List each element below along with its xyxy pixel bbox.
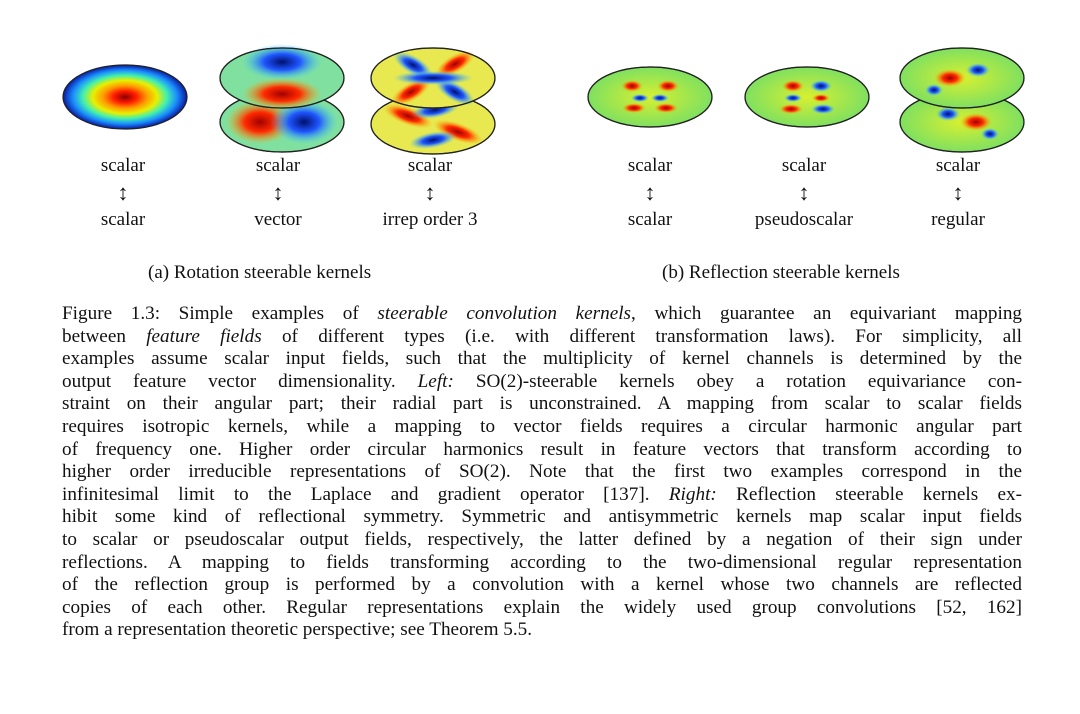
caption-line: between feature fields of different type… xyxy=(62,325,1022,347)
caption-line: requires isotropic kernels, while a mapp… xyxy=(62,415,1022,437)
input-type-label: scalar xyxy=(255,155,301,176)
output-type-label: scalar xyxy=(100,209,146,230)
input-type-label: scalar xyxy=(627,155,673,176)
bidirectional-arrow-icon: ↕ xyxy=(117,180,129,205)
panel-labels-2: scalar ↕ vector xyxy=(203,153,353,233)
bidirectional-arrow-icon: ↕ xyxy=(644,180,656,205)
bidirectional-arrow-icon: ↕ xyxy=(798,180,810,205)
caption-line: to scalar or pseudoscalar output fields,… xyxy=(62,528,1022,550)
caption-emphasis: Right: xyxy=(668,483,717,505)
caption-emphasis: Left: xyxy=(417,370,454,392)
bidirectional-arrow-icon: ↕ xyxy=(424,180,436,205)
output-type-label: scalar xyxy=(627,209,673,230)
figure-caption: Figure 1.3: Simple examples of steerable… xyxy=(62,303,1022,642)
caption-line: output feature vector dimensionality. Le… xyxy=(62,370,1022,392)
input-type-label: scalar xyxy=(407,155,453,176)
panel-labels-4: scalar ↕ scalar xyxy=(575,153,725,233)
caption-line: from a representation theoretic perspect… xyxy=(62,619,533,641)
input-type-label: scalar xyxy=(935,155,981,176)
output-type-label: pseudoscalar xyxy=(754,209,854,230)
kernel-scalar-to-scalar-reflection xyxy=(580,32,720,162)
kernel-scalar-to-regular xyxy=(892,32,1032,162)
caption-line: copies of each other. Regular representa… xyxy=(62,596,1022,618)
caption-line: examples assume scalar input fields, suc… xyxy=(62,348,1022,370)
caption-emphasis: steerable convolution kernels xyxy=(377,303,632,324)
panel-labels-6: scalar ↕ regular xyxy=(883,153,1033,233)
caption-line: straint on their angular part; their rad… xyxy=(62,393,1022,415)
caption-line: of frequency one. Higher order circular … xyxy=(62,438,1022,460)
caption-line: higher order irreducible representations… xyxy=(62,461,1022,483)
caption-emphasis: feature fields xyxy=(146,325,262,347)
panel-labels-1: scalar ↕ scalar xyxy=(48,153,198,233)
subcaption-rotation: (a) Rotation steerable kernels xyxy=(148,262,372,283)
caption-line: infinitesimal limit to the Laplace and g… xyxy=(62,483,1022,505)
caption-line: Figure 1.3: Simple examples of steerable… xyxy=(62,303,1023,324)
input-type-label: scalar xyxy=(781,155,827,176)
output-type-label: regular xyxy=(931,209,985,230)
subcaption-reflection: (b) Reflection steerable kernels xyxy=(662,262,900,283)
output-type-label: vector xyxy=(254,209,302,230)
input-type-label: scalar xyxy=(100,155,146,176)
caption-line: hibit some kind of reflectional symmetry… xyxy=(62,506,1022,528)
output-type-label: irrep order 3 xyxy=(382,209,478,230)
kernel-scalar-to-vector xyxy=(212,32,352,162)
kernel-scalar-to-pseudoscalar xyxy=(737,32,877,162)
bidirectional-arrow-icon: ↕ xyxy=(952,180,964,205)
kernel-scalar-to-irrep-order-3 xyxy=(363,32,503,162)
panel-labels-5: scalar ↕ pseudoscalar xyxy=(729,153,879,233)
bidirectional-arrow-icon: ↕ xyxy=(272,180,284,205)
caption-line: reflections. A mapping to fields transfo… xyxy=(62,551,1022,573)
kernel-scalar-to-scalar-rotation xyxy=(55,32,195,162)
panel-labels-3: scalar ↕ irrep order 3 xyxy=(355,153,505,233)
caption-line: of the reflection group is performed by … xyxy=(62,574,1022,596)
